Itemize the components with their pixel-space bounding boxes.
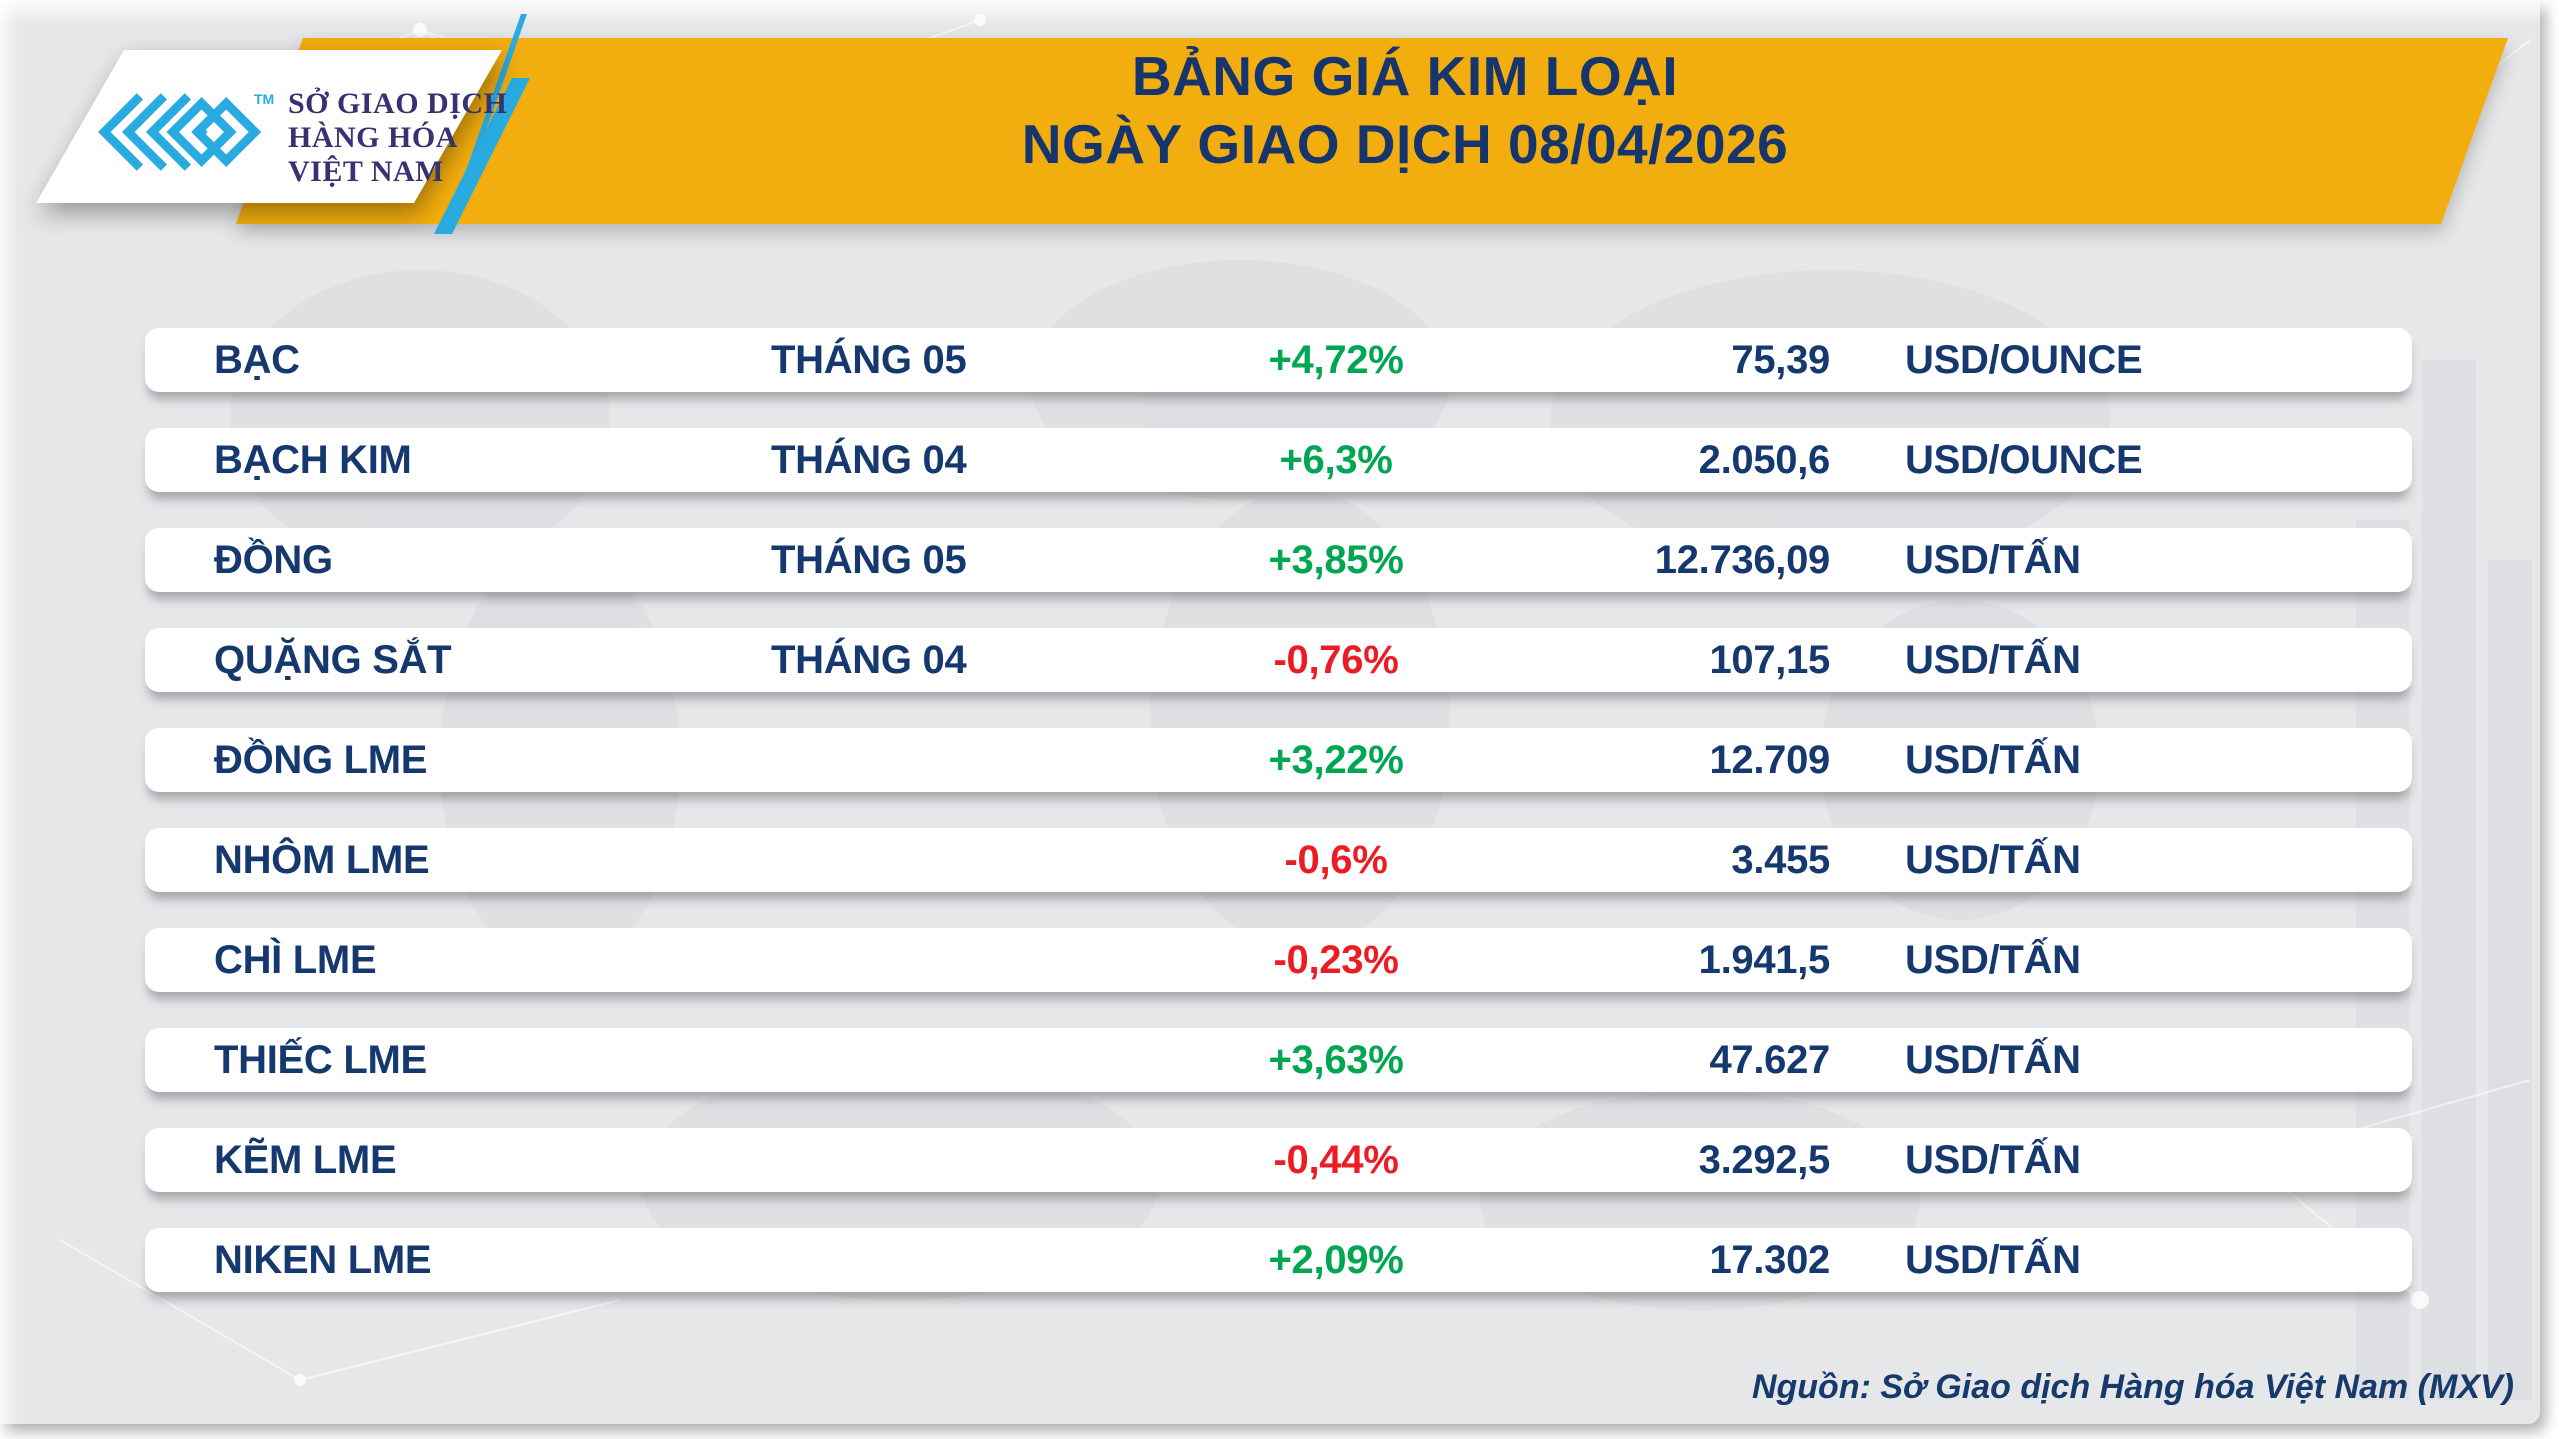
price-value: 2.050,6 (1698, 438, 1831, 482)
table-row: BẠC THÁNG 05 +4,72% 75,39 USD/OUNCE (145, 328, 2412, 392)
price-value: 12.709 (1709, 738, 1830, 782)
price-value: 3.292,5 (1698, 1138, 1831, 1182)
price-change: +4,72% (1268, 338, 1404, 382)
price-unit: USD/TẤN (1905, 538, 2081, 582)
price-value: 17.302 (1709, 1238, 1830, 1282)
price-value: 3.455 (1731, 838, 1830, 882)
price-unit: USD/TẤN (1905, 638, 2081, 682)
price-unit: USD/TẤN (1905, 1238, 2081, 1282)
price-change: -0,6% (1284, 838, 1388, 882)
price-unit: USD/OUNCE (1905, 338, 2143, 382)
commodity-name: BẠC (214, 338, 300, 382)
board-title-line1: BẢNG GIÁ KIM LOẠI (1131, 45, 1679, 107)
price-unit: USD/TẤN (1905, 738, 2081, 782)
price-change: -0,23% (1273, 938, 1399, 982)
logo-org-name: SỞ GIAO DỊCH HÀNG HÓA VIỆT NAM (288, 87, 507, 189)
logo-org-line3: VIỆT NAM (288, 155, 444, 188)
commodity-name: CHÌ LME (214, 938, 377, 982)
table-row: BẠCH KIM THÁNG 04 +6,3% 2.050,6 USD/OUNC… (145, 428, 2412, 492)
price-change: -0,44% (1273, 1138, 1399, 1182)
commodity-name: QUẶNG SẮT (214, 638, 452, 682)
table-row: NHÔM LME -0,6% 3.455 USD/TẤN (145, 828, 2412, 892)
contract-month: THÁNG 04 (771, 638, 967, 682)
trademark-label: TM (254, 91, 275, 107)
commodity-name: NIKEN LME (214, 1238, 432, 1282)
logo-org-line2: HÀNG HÓA (288, 121, 458, 154)
table-row: ĐỒNG THÁNG 05 +3,85% 12.736,09 USD/TẤN (145, 528, 2412, 592)
price-unit: USD/TẤN (1905, 1038, 2081, 1082)
table-row: QUẶNG SẮT THÁNG 04 -0,76% 107,15 USD/TẤN (145, 628, 2412, 692)
board-title-line2: NGÀY GIAO DỊCH 08/04/2026 (1021, 113, 1789, 175)
price-unit: USD/TẤN (1905, 1138, 2081, 1182)
price-change: +6,3% (1279, 438, 1393, 482)
table-row: THIẾC LME +3,63% 47.627 USD/TẤN (145, 1028, 2412, 1092)
commodity-name: BẠCH KIM (214, 438, 412, 482)
table-row: CHÌ LME -0,23% 1.941,5 USD/TẤN (145, 928, 2412, 992)
board-title: BẢNG GIÁ KIM LOẠI NGÀY GIAO DỊCH 08/04/2… (830, 42, 1980, 178)
price-change: +3,63% (1268, 1038, 1404, 1082)
commodity-name: NHÔM LME (214, 838, 430, 882)
commodity-name: ĐỒNG (214, 538, 333, 582)
price-value: 75,39 (1731, 338, 1830, 382)
contract-month: THÁNG 05 (771, 538, 967, 582)
price-value: 107,15 (1709, 638, 1830, 682)
price-unit: USD/OUNCE (1905, 438, 2143, 482)
mxv-logo-icon (98, 93, 262, 171)
commodity-name: ĐỒNG LME (214, 738, 428, 782)
table-row: KẼM LME -0,44% 3.292,5 USD/TẤN (145, 1128, 2412, 1192)
price-unit: USD/TẤN (1905, 838, 2081, 882)
table-row: NIKEN LME +2,09% 17.302 USD/TẤN (145, 1228, 2412, 1292)
contract-month: THÁNG 04 (771, 438, 967, 482)
price-unit: USD/TẤN (1905, 938, 2081, 982)
table-row: ĐỒNG LME +3,22% 12.709 USD/TẤN (145, 728, 2412, 792)
price-change: +3,22% (1268, 738, 1404, 782)
price-value: 47.627 (1709, 1038, 1830, 1082)
price-value: 1.941,5 (1698, 938, 1831, 982)
price-change: -0,76% (1273, 638, 1399, 682)
price-table: BẠC THÁNG 05 +4,72% 75,39 USD/OUNCE BẠCH… (145, 328, 2412, 1328)
source-note: Nguồn: Sở Giao dịch Hàng hóa Việt Nam (M… (1751, 1368, 2514, 1406)
price-change: +3,85% (1268, 538, 1404, 582)
commodity-name: KẼM LME (214, 1138, 397, 1182)
price-value: 12.736,09 (1654, 538, 1831, 582)
logo-org-line1: SỞ GIAO DỊCH (288, 87, 508, 120)
commodity-name: THIẾC LME (214, 1038, 427, 1082)
price-change: +2,09% (1268, 1238, 1404, 1282)
contract-month: THÁNG 05 (771, 338, 967, 382)
